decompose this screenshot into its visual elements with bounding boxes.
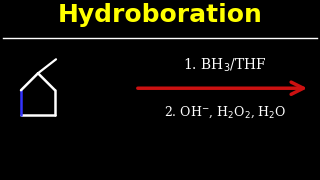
Text: 2. OH$^{-}$, H$_2$O$_2$, H$_2$O: 2. OH$^{-}$, H$_2$O$_2$, H$_2$O	[164, 104, 286, 120]
Text: 1. BH$_3$/THF: 1. BH$_3$/THF	[183, 57, 267, 74]
Text: Hydroboration: Hydroboration	[58, 3, 262, 27]
